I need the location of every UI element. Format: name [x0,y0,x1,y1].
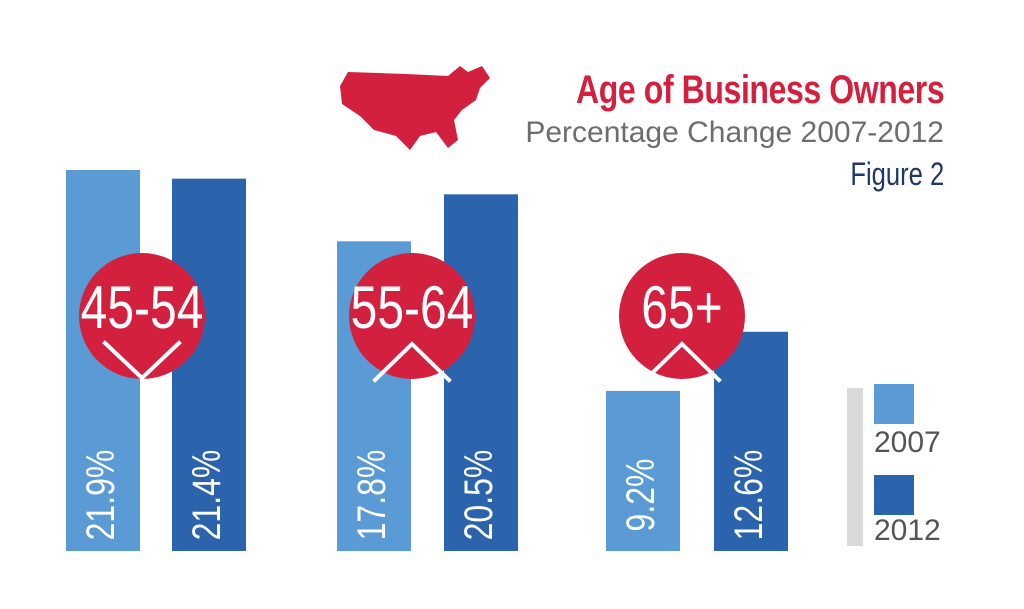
figure-label: Figure 2 [850,156,944,192]
usa-map-shape [340,66,490,150]
chart-title: Age of Business Owners [575,68,945,112]
bar-65+-2007 [606,390,680,551]
age-badge-label-65+: 65+ [641,274,722,341]
age-badge-label-45-54: 45-54 [81,274,204,341]
data-label-45-54-2007: 21.9% [78,450,123,541]
usa-map-icon [336,56,494,159]
legend-label-2012: 2012 [874,514,941,547]
bar-45-54-2012 [172,178,246,552]
age-badge-65+ [619,253,745,379]
age-badge-55-64 [349,253,475,379]
data-label-65+-2007: 9.2% [618,459,663,532]
data-label-65+-2012: 12.6% [726,450,771,541]
title-block: Age of Business Owners Percentage Change… [484,66,944,196]
trend-up-icon [642,341,722,383]
legend-swatch-2012 [874,475,914,515]
trend-down-icon [102,340,182,381]
trend-up-icon [372,341,452,383]
data-label-55-64-2007: 17.8% [349,450,394,541]
bar-65+-2012 [714,331,788,551]
data-label-45-54-2012: 21.4% [184,450,229,541]
legend-divider [847,388,863,546]
legend-label-2007: 2007 [874,426,941,459]
bar-55-64-2012 [444,194,518,551]
data-label-55-64-2012: 20.5% [456,450,501,541]
legend-swatch-2007 [874,384,914,424]
chart-subtitle: Percentage Change 2007-2012 [525,116,944,149]
age-badge-label-55-64: 55-64 [351,274,474,341]
